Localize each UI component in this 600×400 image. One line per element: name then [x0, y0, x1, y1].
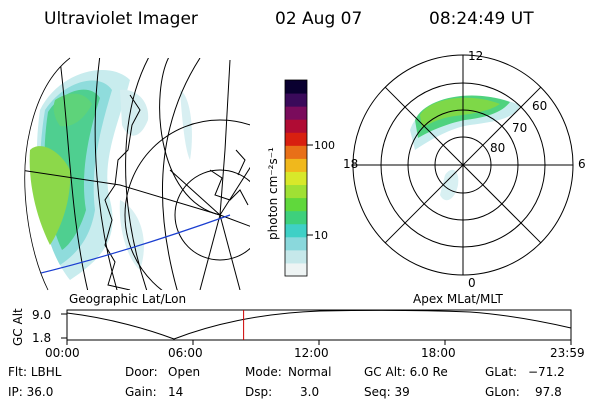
- mlt-label-18: 18: [343, 157, 358, 171]
- gain-value: 14: [168, 385, 184, 399]
- gcalt-row: GC Alt: 6.0 Re: [364, 365, 448, 379]
- polar-caption: Apex MLat/MLT: [413, 292, 503, 306]
- dsp-value: 3.0: [300, 385, 320, 399]
- filter-value: LBHL: [30, 365, 62, 379]
- mlt-label-6: 6: [578, 157, 586, 171]
- mode-label: Mode:: [245, 365, 282, 379]
- colorbar-tick-100: 100: [314, 139, 335, 152]
- mlt-label-12: 12: [468, 49, 483, 63]
- instrument-title: Ultraviolet Imager: [44, 9, 198, 29]
- colorbar-segment: [285, 106, 307, 120]
- timeline-ytick-9: 9.0: [32, 308, 51, 322]
- mlat-label-70: 70: [512, 121, 527, 135]
- colorbar-segment: [285, 262, 307, 277]
- ip-row: IP: 36.0: [8, 385, 53, 399]
- glat-label: GLat:: [485, 365, 518, 379]
- mlat-label-60: 60: [532, 99, 547, 113]
- geo-aurora-emission: [29, 70, 192, 280]
- colorbar-segment: [285, 184, 307, 199]
- door-value: Open: [168, 365, 201, 379]
- timeline-ylabel: GC Alt: [11, 308, 25, 346]
- filter-row: Flt: LBHL: [8, 365, 61, 379]
- altitude-timeline: 9.0 1.8 GC Alt: [11, 308, 572, 346]
- glon-label: GLon:: [485, 385, 520, 399]
- geographic-map: [24, 57, 250, 291]
- colorbar-segment: [285, 158, 307, 172]
- altitude-curve: [66, 309, 572, 340]
- colorbar-segment: [285, 93, 307, 107]
- gcalt-value: 6.0 Re: [409, 365, 448, 379]
- mode-value: Normal: [288, 365, 332, 379]
- colorbar-segment: [285, 223, 307, 238]
- ip-value: 36.0: [26, 385, 54, 399]
- door-label: Door:: [125, 365, 158, 379]
- colorbar-segment: [285, 249, 307, 264]
- colorbar-segment: [285, 119, 307, 133]
- seq-label: Seq:: [364, 385, 391, 399]
- polar-map: 12 0 18 6 60 70 80: [343, 49, 586, 290]
- seq-row: Seq: 39: [364, 385, 410, 399]
- gain-label: Gain:: [125, 385, 157, 399]
- colorbar-segment: [285, 171, 307, 186]
- colorbar-segment: [285, 132, 307, 146]
- filter-label: Flt:: [8, 365, 27, 379]
- glon-value: 97.8: [535, 385, 562, 399]
- ip-label: IP:: [8, 385, 23, 399]
- geo-graticule: [24, 58, 250, 290]
- mlt-label-0: 0: [468, 276, 476, 290]
- date-label: 02 Aug 07: [275, 9, 363, 29]
- colorbar: 100 10 photon cm⁻²s⁻¹: [266, 79, 335, 277]
- timeline-xtick-0: 00:00: [45, 346, 80, 360]
- timeline-xtick-12: 12:00: [294, 346, 329, 360]
- colorbar-unit-label: photon cm⁻²s⁻¹: [266, 147, 280, 240]
- time-label: 08:24:49 UT: [429, 9, 534, 29]
- glat-value: −71.2: [528, 365, 565, 379]
- colorbar-segment: [285, 210, 307, 225]
- colorbar-segment: [285, 145, 307, 159]
- colorbar-segment: [285, 236, 307, 251]
- colorbar-segment: [285, 197, 307, 212]
- geo-caption: Geographic Lat/Lon: [69, 292, 186, 306]
- polar-grid: [352, 54, 574, 276]
- seq-value: 39: [394, 385, 410, 399]
- timeline-ytick-1.8: 1.8: [32, 331, 51, 345]
- coastline: [104, 94, 249, 290]
- mlat-label-80: 80: [490, 141, 505, 155]
- timeline-xtick-24: 23:59: [550, 346, 585, 360]
- colorbar-tick-10: 10: [314, 229, 328, 242]
- dsp-label: Dsp:: [245, 385, 273, 399]
- timeline-xtick-18: 18:00: [421, 346, 456, 360]
- gcalt-label: GC Alt:: [364, 365, 406, 379]
- colorbar-segment: [285, 80, 307, 94]
- terminator-line: [24, 214, 231, 279]
- timeline-xtick-6: 06:00: [168, 346, 203, 360]
